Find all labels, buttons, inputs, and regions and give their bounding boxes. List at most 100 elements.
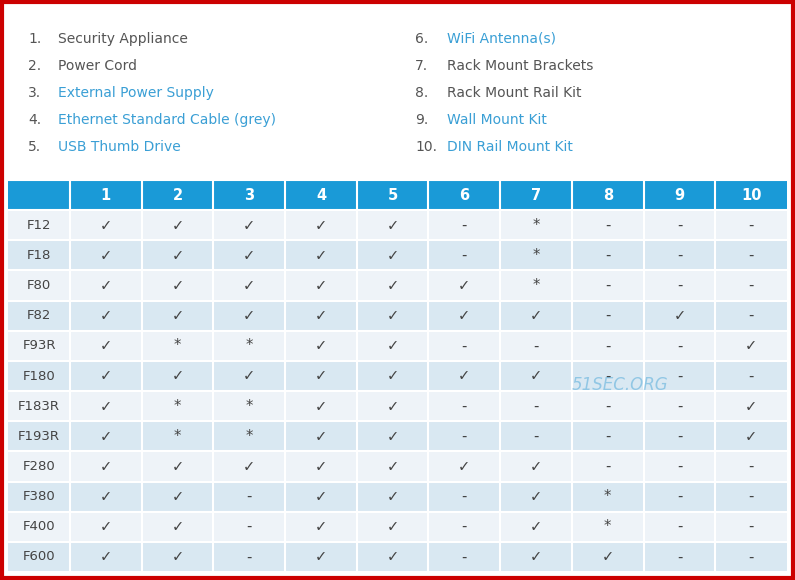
Text: ✓: ✓ <box>386 248 399 263</box>
Text: -: - <box>677 429 682 444</box>
Bar <box>8 391 787 421</box>
Text: Power Cord: Power Cord <box>58 59 137 73</box>
Text: ✓: ✓ <box>243 459 255 474</box>
Bar <box>8 512 787 542</box>
Text: -: - <box>677 338 682 353</box>
Text: ✓: ✓ <box>602 549 614 564</box>
Text: ✓: ✓ <box>530 459 542 474</box>
Text: 9: 9 <box>674 187 684 202</box>
Text: DIN Rail Mount Kit: DIN Rail Mount Kit <box>447 140 573 154</box>
Text: -: - <box>462 248 467 263</box>
Bar <box>8 300 787 331</box>
Text: Ethernet Standard Cable (grey): Ethernet Standard Cable (grey) <box>58 113 276 127</box>
Text: -: - <box>677 248 682 263</box>
Text: -: - <box>462 489 467 504</box>
Text: 7: 7 <box>531 187 541 202</box>
Text: USB Thumb Drive: USB Thumb Drive <box>58 140 180 154</box>
Text: ✓: ✓ <box>172 489 184 504</box>
Text: ✓: ✓ <box>386 549 399 564</box>
Text: F18: F18 <box>27 249 51 262</box>
Text: *: * <box>604 489 611 504</box>
Text: ✓: ✓ <box>99 248 112 263</box>
Text: ✓: ✓ <box>745 338 758 353</box>
Text: ✓: ✓ <box>530 489 542 504</box>
Text: ✓: ✓ <box>243 368 255 383</box>
Text: *: * <box>533 278 540 293</box>
Text: ✓: ✓ <box>99 489 112 504</box>
Text: Rack Mount Brackets: Rack Mount Brackets <box>447 59 593 73</box>
Text: ✓: ✓ <box>386 398 399 414</box>
Text: -: - <box>462 549 467 564</box>
Text: -: - <box>462 398 467 414</box>
Text: -: - <box>462 218 467 233</box>
Text: ✓: ✓ <box>386 278 399 293</box>
Text: ✓: ✓ <box>172 368 184 383</box>
Text: ✓: ✓ <box>458 368 471 383</box>
Text: -: - <box>677 519 682 534</box>
Text: -: - <box>748 218 754 233</box>
Text: ✓: ✓ <box>172 549 184 564</box>
Text: ✓: ✓ <box>530 368 542 383</box>
Text: F600: F600 <box>23 550 56 563</box>
Text: -: - <box>533 398 539 414</box>
Text: ✓: ✓ <box>315 338 327 353</box>
Text: ✓: ✓ <box>172 308 184 323</box>
Bar <box>8 180 787 210</box>
Text: ✓: ✓ <box>386 338 399 353</box>
Text: -: - <box>246 489 252 504</box>
Text: Wall Mount Kit: Wall Mount Kit <box>447 113 547 127</box>
Text: *: * <box>604 519 611 534</box>
Text: F400: F400 <box>23 520 56 533</box>
Text: ✓: ✓ <box>315 278 327 293</box>
Text: -: - <box>677 398 682 414</box>
Text: F80: F80 <box>27 279 51 292</box>
Text: -: - <box>748 519 754 534</box>
Text: -: - <box>748 368 754 383</box>
Text: ✓: ✓ <box>386 429 399 444</box>
Text: ✓: ✓ <box>745 398 758 414</box>
Text: -: - <box>748 459 754 474</box>
Bar <box>8 270 787 300</box>
Text: -: - <box>246 519 252 534</box>
Text: ✓: ✓ <box>386 519 399 534</box>
Text: ✓: ✓ <box>386 308 399 323</box>
Text: ✓: ✓ <box>386 489 399 504</box>
Text: -: - <box>677 218 682 233</box>
Text: ✓: ✓ <box>172 248 184 263</box>
Text: ✓: ✓ <box>99 368 112 383</box>
Text: ✓: ✓ <box>315 398 327 414</box>
Text: *: * <box>174 429 181 444</box>
Text: ✓: ✓ <box>315 519 327 534</box>
Text: ✓: ✓ <box>315 308 327 323</box>
Text: *: * <box>246 429 253 444</box>
Text: Rack Mount Rail Kit: Rack Mount Rail Kit <box>447 86 581 100</box>
Text: *: * <box>174 398 181 414</box>
Text: ✓: ✓ <box>745 429 758 444</box>
Text: 8.: 8. <box>415 86 429 100</box>
Text: 9.: 9. <box>415 113 429 127</box>
Text: ✓: ✓ <box>315 429 327 444</box>
Text: -: - <box>748 278 754 293</box>
Text: -: - <box>605 278 611 293</box>
Text: ✓: ✓ <box>530 549 542 564</box>
Text: -: - <box>677 368 682 383</box>
Text: 3: 3 <box>244 187 254 202</box>
Text: ✓: ✓ <box>315 489 327 504</box>
Text: *: * <box>533 248 540 263</box>
Bar <box>8 240 787 270</box>
Text: -: - <box>748 489 754 504</box>
Text: 3.: 3. <box>28 86 41 100</box>
Text: ✓: ✓ <box>386 459 399 474</box>
Text: ✓: ✓ <box>172 459 184 474</box>
Text: 1.: 1. <box>28 32 41 46</box>
Text: ✓: ✓ <box>172 218 184 233</box>
Text: F93R: F93R <box>22 339 56 352</box>
Text: ✓: ✓ <box>243 248 255 263</box>
Text: 7.: 7. <box>415 59 429 73</box>
Text: ✓: ✓ <box>315 549 327 564</box>
Text: ✓: ✓ <box>315 459 327 474</box>
Text: -: - <box>605 429 611 444</box>
Text: -: - <box>246 549 252 564</box>
Text: -: - <box>605 338 611 353</box>
Text: -: - <box>462 429 467 444</box>
